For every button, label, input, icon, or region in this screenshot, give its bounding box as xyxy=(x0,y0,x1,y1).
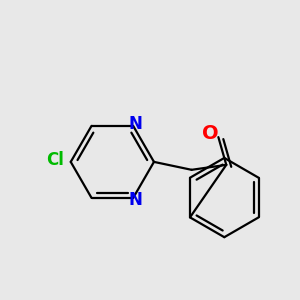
Text: O: O xyxy=(202,124,219,143)
Text: N: N xyxy=(128,191,142,209)
Text: N: N xyxy=(128,115,142,133)
Text: Cl: Cl xyxy=(46,151,64,169)
